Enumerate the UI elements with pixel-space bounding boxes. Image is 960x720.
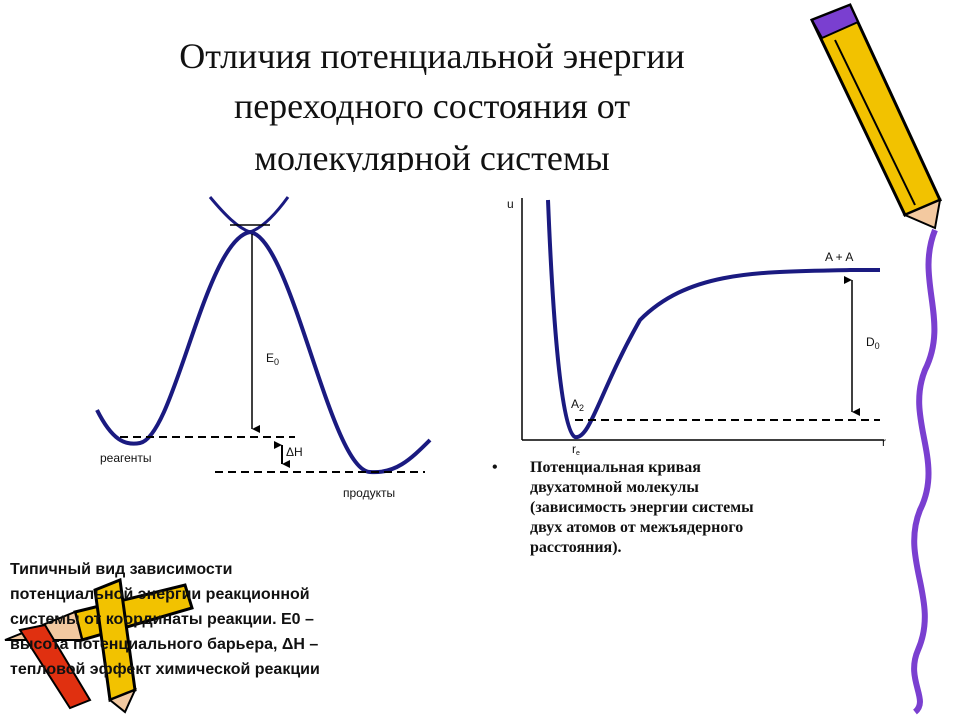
reaction-diagram: E0 ΔH реагенты продукты: [95, 196, 432, 500]
caption-line: высота потенциального барьера, ΔH –: [10, 636, 318, 653]
title: Отличия потенциальной энергии переходног…: [179, 36, 685, 178]
label-main: r: [572, 442, 576, 456]
molecule-label: A2: [571, 397, 584, 413]
label-main: D: [866, 335, 875, 349]
label-sub: e: [576, 450, 580, 457]
squiggle: [911, 228, 938, 715]
products-label: продукты: [343, 486, 395, 500]
caption-line: Потенциальная кривая: [530, 459, 701, 476]
reactants-label: реагенты: [100, 451, 152, 465]
depth-label: D0: [866, 335, 880, 351]
label-sub: 0: [875, 341, 880, 351]
title-line: Отличия потенциальной энергии: [179, 36, 685, 76]
right-caption: • Потенциальная кривая двухатомной молек…: [492, 459, 754, 556]
pencil-top: [809, 3, 943, 230]
caption-line: тепловой эффект химической реакции: [10, 661, 320, 678]
caption-line: двух атомов от межъядерного: [530, 519, 743, 536]
label-sub: 0: [274, 357, 279, 367]
caption-line: расстояния).: [530, 539, 622, 556]
caption-line: Типичный вид зависимости: [10, 561, 232, 578]
caption-line: двухатомной молекулы: [530, 479, 699, 496]
label-main: E: [266, 351, 274, 365]
heat-label: ΔH: [286, 445, 303, 459]
label-main: A: [571, 397, 579, 411]
pencils-bottom: [4, 577, 194, 714]
y-axis-label: u: [507, 197, 514, 211]
transition-curve: [208, 196, 290, 234]
left-caption: Типичный вид зависимости потенциальной э…: [10, 561, 320, 678]
caption-line: потенциальной энергии реакционной: [10, 586, 310, 603]
bullet: •: [492, 459, 498, 476]
x-axis-label: r: [882, 435, 886, 449]
title-line: молекулярной системы: [254, 138, 610, 178]
title-line: переходного состояния от: [234, 86, 630, 126]
morse-diagram: u r A + A D0 A2 re: [507, 197, 886, 457]
caption-line: системы от координаты реакции. E0 –: [10, 611, 314, 628]
barrier-label: E0: [266, 351, 279, 367]
label-sub: 2: [579, 403, 584, 413]
equilibrium-label: re: [572, 442, 580, 457]
potential-curve: [546, 199, 880, 440]
dissociated-label: A + A: [825, 250, 853, 264]
caption-line: (зависимость энергии системы: [530, 499, 754, 516]
